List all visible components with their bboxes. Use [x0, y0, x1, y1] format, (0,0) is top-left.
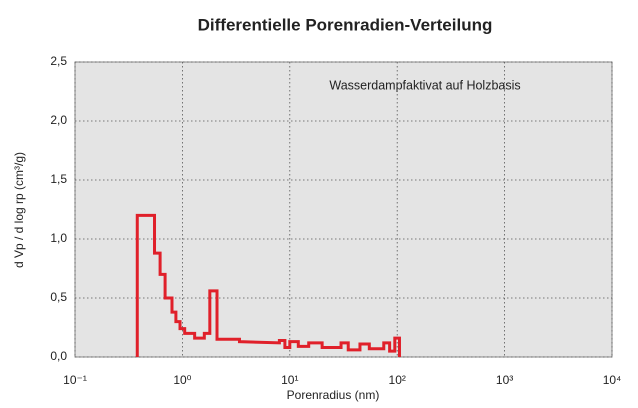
y-tick-label: 0,5: [50, 290, 67, 304]
x-tick-label: 10⁻¹: [63, 373, 87, 387]
data-line: [135, 213, 401, 357]
x-tick-label: 10²: [389, 373, 406, 387]
y-axis-label: d Vp / d log rp (cm³/g): [12, 152, 26, 268]
y-tick-label: 2,0: [50, 113, 67, 127]
plot-area: [74, 61, 613, 358]
annotation: Wasserdampfaktivat auf Holzbasis: [329, 78, 520, 92]
x-tick-label: 10¹: [281, 373, 298, 387]
x-axis-label: Porenradius (nm): [287, 388, 380, 402]
y-tick-label: 1,0: [50, 231, 67, 245]
x-tick-label: 10⁴: [603, 373, 622, 387]
chart-title: Differentielle Porenradien-Verteilung: [198, 15, 493, 34]
y-tick-label: 1,5: [50, 172, 67, 186]
x-tick-label: 10⁰: [173, 373, 191, 387]
y-tick-label: 0,0: [50, 349, 67, 363]
x-tick-label: 10³: [496, 373, 513, 387]
y-tick-label: 2,5: [50, 54, 67, 68]
